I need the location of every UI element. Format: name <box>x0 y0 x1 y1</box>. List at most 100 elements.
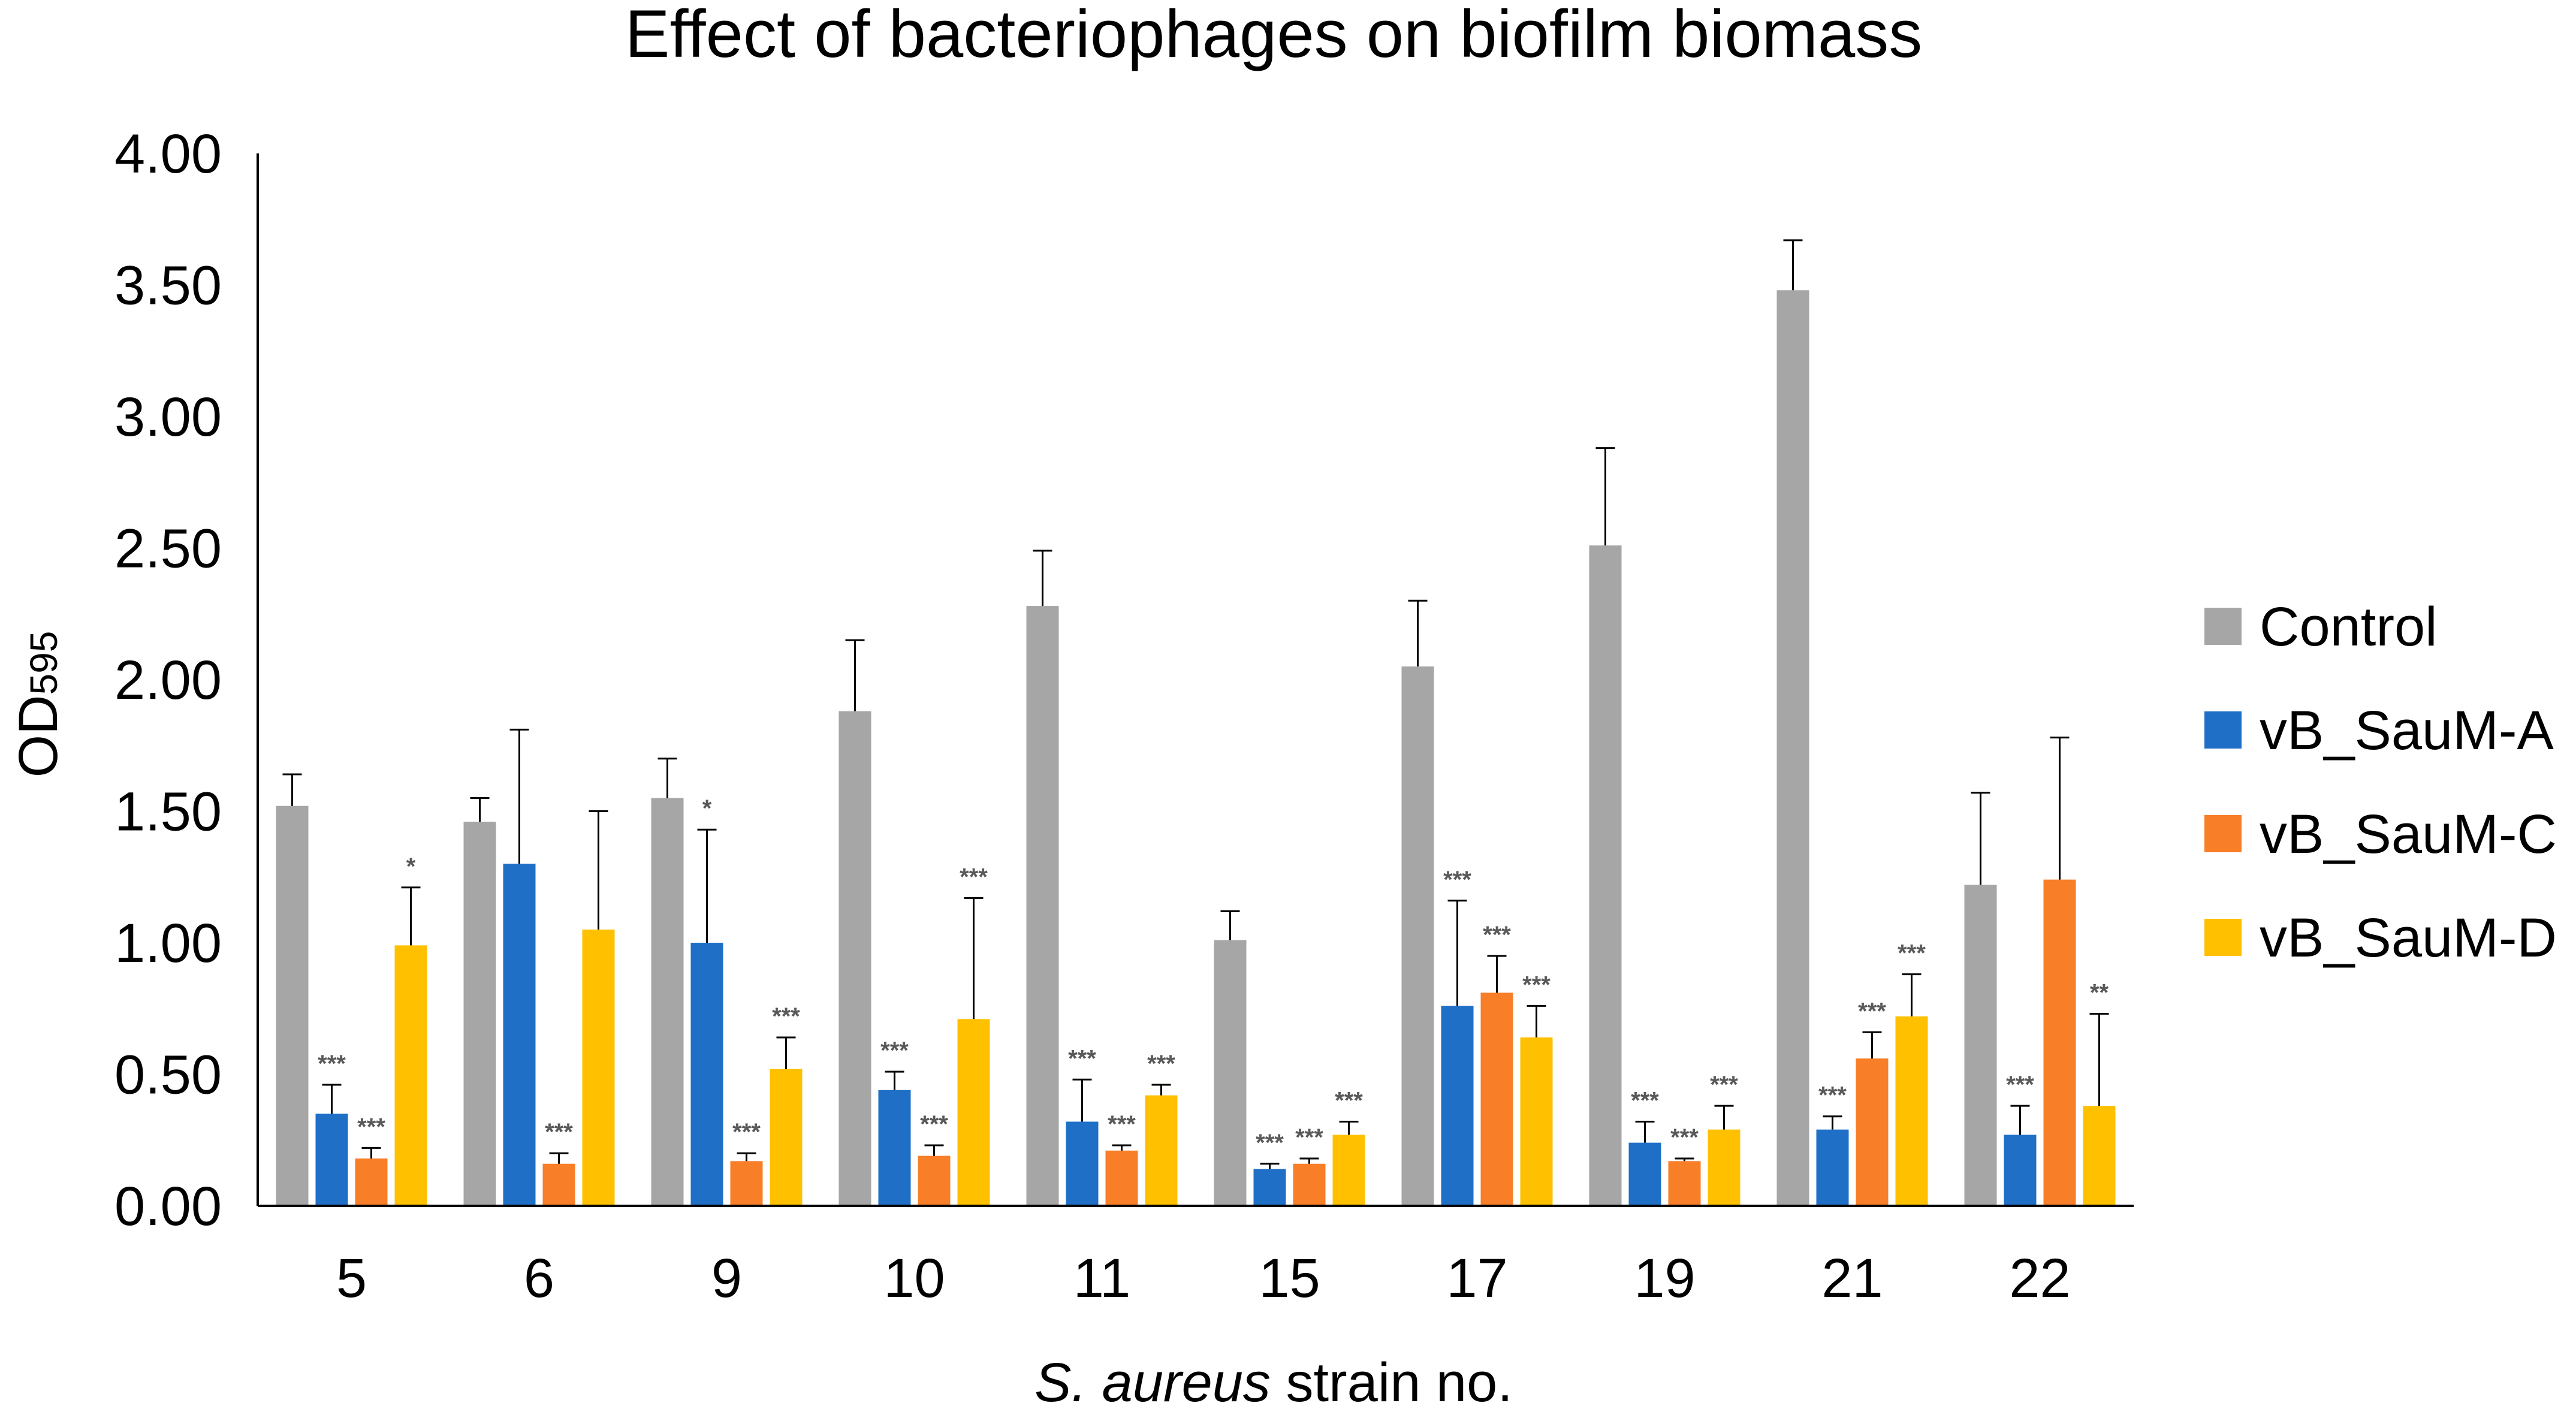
significance-label: * <box>406 853 416 880</box>
significance-label: *** <box>772 1003 800 1030</box>
y-tick-label: 0.00 <box>114 1176 222 1237</box>
bar-vB_SauM-C-19 <box>1668 1161 1701 1206</box>
legend-label: vB_SauM-C <box>2260 804 2557 865</box>
bar-Control-15 <box>1214 940 1247 1206</box>
bar-vB_SauM-C-10 <box>918 1155 951 1206</box>
bar-vB_SauM-D-17 <box>1520 1037 1553 1206</box>
bar-vB_SauM-C-9 <box>730 1161 763 1206</box>
y-tick-label: 4.00 <box>114 123 222 185</box>
significance-label: *** <box>960 864 988 890</box>
bar-vB_SauM-A-9 <box>690 943 723 1206</box>
legend-label: vB_SauM-A <box>2260 700 2554 761</box>
bar-vB_SauM-D-9 <box>770 1069 803 1206</box>
chart-title: Effect of bacteriophages on biofilm biom… <box>625 0 1922 71</box>
x-tick-label: 15 <box>1259 1248 1320 1309</box>
y-tick-label: 2.00 <box>114 650 222 711</box>
bar-Control-6 <box>463 822 496 1206</box>
svg-text:OD595: OD595 <box>8 631 69 778</box>
bar-vB_SauM-A-5 <box>315 1114 348 1206</box>
significance-label: *** <box>1818 1082 1847 1109</box>
bar-vB_SauM-A-10 <box>878 1090 911 1206</box>
x-tick-label: 5 <box>336 1248 367 1309</box>
significance-label: * <box>702 795 712 822</box>
bar-vB_SauM-C-15 <box>1293 1163 1326 1206</box>
bar-vB_SauM-D-15 <box>1332 1135 1365 1206</box>
significance-label: *** <box>1147 1051 1175 1077</box>
y-tick-label: 0.50 <box>114 1045 222 1106</box>
x-tick-label: 17 <box>1446 1248 1507 1309</box>
x-tick-label: 10 <box>883 1248 945 1309</box>
y-axis-label-subscript: 595 <box>22 631 65 695</box>
bar-vB_SauM-A-6 <box>503 864 536 1206</box>
bar-vB_SauM-A-11 <box>1066 1121 1099 1206</box>
significance-label: *** <box>545 1119 573 1145</box>
bar-vB_SauM-C-21 <box>1856 1058 1889 1206</box>
bar-vB_SauM-A-19 <box>1628 1142 1661 1206</box>
bar-Control-5 <box>276 805 309 1206</box>
bar-vB_SauM-A-21 <box>1816 1129 1849 1206</box>
bar-Control-19 <box>1589 545 1622 1206</box>
y-tick-label: 3.50 <box>114 255 222 316</box>
bar-Control-22 <box>1964 885 1997 1206</box>
bar-vB_SauM-A-17 <box>1441 1006 1474 1206</box>
legend-swatch <box>2204 815 2242 852</box>
bar-vB_SauM-A-15 <box>1253 1169 1286 1206</box>
significance-label: ** <box>2090 980 2109 1006</box>
bar-Control-9 <box>651 798 684 1206</box>
significance-label: *** <box>880 1037 909 1064</box>
significance-label: *** <box>920 1111 948 1138</box>
legend-swatch <box>2204 711 2242 749</box>
bar-Control-21 <box>1776 290 1809 1206</box>
bar-vB_SauM-D-21 <box>1895 1016 1928 1206</box>
significance-label: *** <box>2006 1072 2034 1098</box>
significance-label: *** <box>1858 998 1886 1024</box>
bar-vB_SauM-D-22 <box>2083 1106 2116 1206</box>
x-axis-label-italic: S. aureus <box>1034 1352 1271 1413</box>
x-axis-label-rest: strain no. <box>1271 1352 1513 1413</box>
y-tick-label: 2.50 <box>114 518 222 580</box>
bar-vB_SauM-C-22 <box>2043 879 2076 1206</box>
legend-swatch <box>2204 919 2242 956</box>
bar-Control-10 <box>838 711 871 1206</box>
plot-area: 0.000.501.001.502.002.503.003.504.00****… <box>114 123 2134 1309</box>
significance-label: *** <box>357 1114 385 1140</box>
y-axis-label: OD595 <box>8 631 69 778</box>
significance-label: *** <box>1108 1111 1136 1138</box>
significance-label: *** <box>1522 972 1551 998</box>
bar-vB_SauM-C-11 <box>1105 1150 1138 1206</box>
x-tick-label: 21 <box>1821 1248 1883 1309</box>
significance-label: *** <box>732 1119 761 1145</box>
x-tick-label: 11 <box>1073 1248 1131 1309</box>
x-axis-label: S. aureus strain no. <box>1034 1352 1513 1413</box>
legend-swatch <box>2204 608 2242 645</box>
x-tick-label: 19 <box>1634 1248 1695 1309</box>
bar-vB_SauM-C-17 <box>1480 992 1513 1206</box>
significance-label: *** <box>1670 1124 1699 1151</box>
legend-label: Control <box>2260 596 2438 657</box>
bar-vB_SauM-A-22 <box>2004 1135 2037 1206</box>
significance-label: *** <box>1295 1124 1323 1151</box>
y-tick-label: 1.00 <box>114 913 222 974</box>
x-tick-label: 9 <box>711 1248 742 1309</box>
significance-label: *** <box>318 1051 346 1077</box>
bar-Control-17 <box>1401 666 1434 1206</box>
significance-label: *** <box>1631 1088 1659 1114</box>
significance-label: *** <box>1256 1130 1284 1156</box>
y-tick-label: 1.50 <box>114 782 222 843</box>
bar-vB_SauM-C-6 <box>542 1163 575 1206</box>
significance-label: *** <box>1898 940 1926 967</box>
x-tick-label: 6 <box>524 1248 554 1309</box>
significance-label: *** <box>1335 1088 1363 1114</box>
significance-label: *** <box>1068 1045 1096 1072</box>
bar-vB_SauM-D-5 <box>394 945 427 1206</box>
significance-label: *** <box>1483 922 1511 948</box>
y-axis-label-main: OD <box>8 695 69 777</box>
legend-label: vB_SauM-D <box>2260 907 2557 969</box>
bar-vB_SauM-D-11 <box>1145 1095 1178 1206</box>
significance-label: *** <box>1443 867 1471 893</box>
y-tick-label: 3.00 <box>114 387 222 448</box>
bar-vB_SauM-D-6 <box>582 930 615 1206</box>
bar-vB_SauM-C-5 <box>355 1158 388 1206</box>
